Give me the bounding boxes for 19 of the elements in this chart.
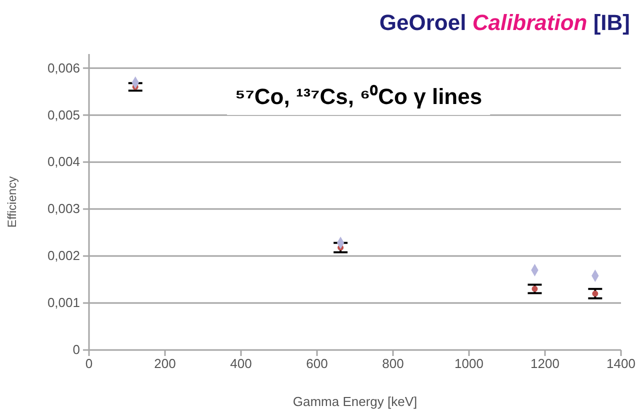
y-tick-label: 0,005 — [47, 107, 80, 122]
x-axis-title: Gamma Energy [keV] — [292, 394, 418, 409]
x-tick-label: 1200 — [530, 356, 560, 372]
x-tick-label: 1400 — [606, 356, 636, 372]
annotation: ⁵⁷Co, ¹³⁷Cs, ⁶⁰Co γ lines — [235, 84, 482, 109]
chart-title: GeOroel Calibration [IB] — [379, 10, 630, 35]
y-tick-label: 0,003 — [47, 201, 80, 216]
y-tick-label: 0,006 — [47, 60, 80, 76]
x-tick-label: 800 — [382, 356, 404, 372]
x-tick-label: 0 — [85, 356, 93, 372]
y-tick-label: 0,001 — [47, 295, 80, 310]
x-tick-label: 400 — [230, 356, 252, 372]
x-tick-label: 200 — [154, 356, 176, 372]
y-tick-label: 0,004 — [47, 154, 80, 170]
y-axis-title: Efficiency — [5, 176, 19, 228]
y-tick-label: 0,002 — [47, 248, 80, 264]
x-tick-label: 600 — [306, 356, 328, 372]
x-tick-label: 1000 — [454, 356, 484, 372]
y-tick-label: 0 — [72, 342, 80, 358]
